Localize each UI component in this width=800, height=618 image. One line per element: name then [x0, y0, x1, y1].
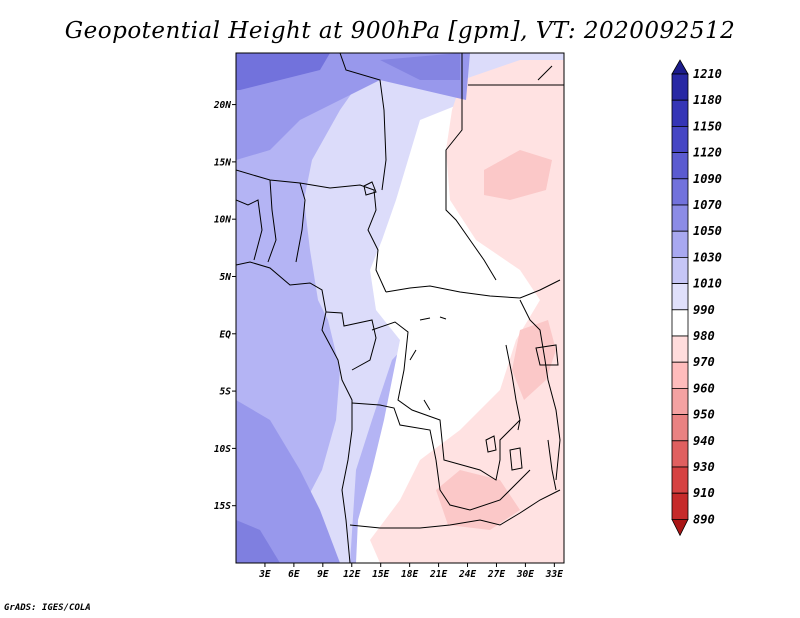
borders: [236, 53, 564, 563]
colorbar-label: 1010: [693, 277, 722, 291]
lon-tick-label: 24E: [458, 569, 476, 580]
field-band-1050-south: [236, 400, 340, 563]
colorbar-label: 1090: [693, 172, 722, 186]
border-drc: [371, 321, 521, 481]
lat-tick-label: 10S: [214, 444, 231, 455]
border-gabon: [325, 311, 377, 371]
lat-tick-label: 20N: [213, 100, 231, 111]
lake-tanganyika: [505, 344, 521, 431]
lat-tick-label: 15N: [214, 157, 231, 168]
colorbar-label: 1050: [693, 224, 722, 238]
colorbar-label: 1120: [693, 146, 722, 160]
lake-malawi: [547, 439, 557, 491]
colorbar-swatch: [671, 309, 689, 337]
border-sahel: [236, 169, 387, 293]
field-band-1070-south: [236, 520, 280, 563]
colorbar-label: 960: [693, 381, 715, 395]
border-cameroon: [295, 182, 306, 263]
chart-title: Geopotential Height at 900hPa [gpm], VT:…: [64, 18, 736, 44]
coastline: [236, 261, 353, 563]
map-frame: [235, 52, 565, 564]
red-sea-coast: [537, 65, 553, 81]
colorbar-swatch: [671, 414, 689, 442]
colorbar-swatch: [671, 361, 689, 389]
colorbar-swatch: [671, 387, 689, 415]
lon-tick-label: 12E: [343, 569, 360, 580]
grads-credit: GrADS: IGES/COLA: [4, 603, 91, 613]
colorbar-label: 1030: [693, 250, 722, 264]
field-band-1070-north: [236, 53, 330, 90]
colorbar-swatch: [671, 492, 689, 520]
latitude-axis: 20N 15N 10N 5N EQ 5S 10S 15S: [213, 100, 236, 512]
border-angola: [351, 402, 437, 461]
border-car: [385, 279, 561, 299]
colorbar-swatch: [671, 178, 689, 206]
field-band-970-lakes: [512, 320, 556, 400]
lat-tick-label: 10N: [214, 215, 231, 226]
field-band-1070-nne: [380, 53, 460, 80]
border-nigeria: [267, 179, 277, 263]
lon-tick-label: 21E: [429, 569, 447, 580]
border-namibia: [349, 489, 561, 529]
longitude-axis: 3E 6E 9E 12E 15E 18E 21E 24E 27E 30E 33E: [258, 563, 563, 580]
lon-tick-label: 9E: [317, 569, 329, 580]
lake-victoria: [535, 344, 559, 366]
field-band-970-north: [484, 150, 552, 200]
border-west: [236, 199, 263, 261]
lon-tick-label: 18E: [401, 569, 418, 580]
colorbar-swatch: [671, 126, 689, 154]
colorbar-swatch: [671, 335, 689, 363]
border-libya-sudan: [445, 53, 497, 281]
field-band-970-south: [436, 470, 520, 530]
lat-tick-label: 5N: [220, 272, 232, 283]
colorbar-label: 1210: [693, 67, 722, 81]
colorbar-label: 890: [693, 512, 715, 526]
river-congo: [409, 316, 447, 411]
lon-tick-label: 27E: [487, 569, 505, 580]
colorbar-swatch: [671, 152, 689, 180]
lat-tick-label: EQ: [220, 329, 232, 340]
colorbar-label: 940: [693, 434, 715, 448]
colorbar-bottom-arrow: [671, 519, 689, 537]
colorbar-label: 1150: [693, 119, 722, 133]
lon-tick-label: 15E: [372, 569, 389, 580]
lon-tick-label: 30E: [516, 569, 534, 580]
border-east: [519, 299, 561, 481]
colorbar-swatch: [671, 230, 689, 258]
colorbar-swatch: [671, 204, 689, 232]
colorbar-label: 990: [693, 303, 715, 317]
colorbar-label: 910: [693, 486, 715, 500]
colorbar-top-arrow: [671, 59, 689, 75]
lake-chad: [363, 181, 377, 196]
colorbar-label: 930: [693, 460, 715, 474]
lat-tick-label: 5S: [220, 387, 232, 398]
lake-kariba: [509, 447, 523, 471]
colorbar-swatch: [671, 99, 689, 127]
colorbar-label: 980: [693, 329, 715, 343]
colorbar-swatch: [671, 283, 689, 311]
lat-tick-label: 15S: [214, 501, 231, 512]
height-field: [236, 53, 564, 563]
colorbar-label: 970: [693, 355, 715, 369]
lon-tick-label: 6E: [288, 569, 300, 580]
border-zambia: [435, 459, 531, 511]
colorbar: 1210 1180 1150 1120 1090 1070 1050 1030 1010 990 9…: [671, 59, 722, 537]
lon-tick-label: 3E: [258, 569, 271, 580]
lon-tick-label: 33E: [545, 569, 563, 580]
colorbar-swatch: [671, 73, 689, 101]
colorbar-label: 1070: [693, 198, 722, 212]
border-north: [339, 53, 387, 191]
field-band-1050-north: [236, 53, 470, 160]
lake-mweru: [485, 435, 497, 453]
colorbar-label: 1180: [693, 93, 722, 107]
colorbar-swatch: [671, 256, 689, 284]
colorbar-swatch: [671, 466, 689, 494]
colorbar-label: 950: [693, 408, 715, 422]
colorbar-swatch: [671, 440, 689, 468]
